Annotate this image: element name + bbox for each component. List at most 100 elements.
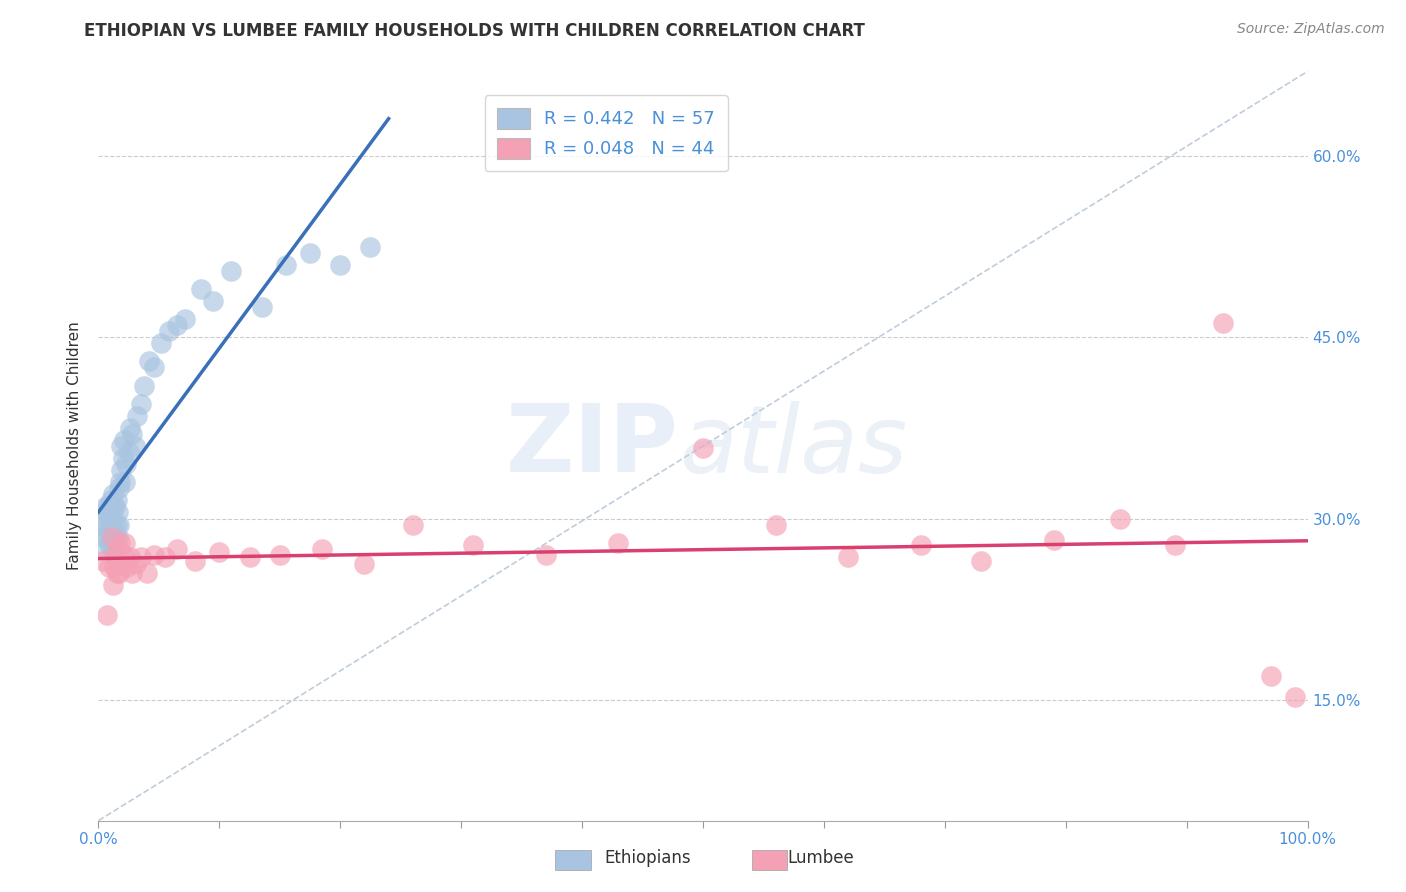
Point [157, 324, 180, 338]
Point [108, 535, 131, 549]
Point [208, 545, 231, 559]
Point [311, 541, 333, 556]
Point [107, 530, 129, 544]
Point [329, 258, 352, 272]
Point [1042, 533, 1064, 548]
Point [202, 293, 225, 308]
Text: Source: ZipAtlas.com: Source: ZipAtlas.com [1237, 22, 1385, 37]
Point [101, 506, 124, 520]
Text: ETHIOPIAN VS LUMBEE FAMILY HOUSEHOLDS WITH CHILDREN CORRELATION CHART: ETHIOPIAN VS LUMBEE FAMILY HOUSEHOLDS WI… [84, 22, 865, 40]
Point [94, 541, 117, 556]
Point [112, 433, 135, 447]
Point [129, 397, 152, 411]
Point [143, 548, 166, 562]
Point [166, 318, 188, 333]
Point [121, 566, 143, 580]
Point [96, 530, 118, 544]
Point [98, 511, 121, 525]
Point [190, 282, 212, 296]
Point [166, 541, 188, 556]
Point [101, 487, 124, 501]
Point [153, 550, 176, 565]
Point [134, 378, 156, 392]
Point [250, 300, 273, 314]
Point [274, 258, 297, 272]
Point [124, 439, 146, 453]
Point [91, 530, 114, 544]
Point [143, 360, 166, 375]
Point [174, 312, 197, 326]
Point [353, 558, 375, 572]
Point [269, 548, 291, 562]
Point [100, 511, 122, 525]
Point [101, 578, 124, 592]
Point [97, 500, 120, 514]
Point [100, 517, 122, 532]
Text: Lumbee: Lumbee [787, 849, 853, 867]
Point [127, 409, 149, 423]
Point [360, 239, 382, 253]
Point [105, 566, 128, 580]
Point [1212, 316, 1234, 330]
Point [100, 535, 122, 549]
Point [534, 548, 557, 562]
Point [125, 558, 148, 572]
Point [110, 439, 132, 453]
Point [129, 550, 152, 565]
Point [108, 475, 131, 490]
Point [184, 554, 207, 568]
Point [463, 538, 485, 552]
Point [970, 554, 993, 568]
Point [97, 524, 120, 538]
Point [91, 554, 114, 568]
Point [94, 500, 117, 514]
Point [121, 426, 143, 441]
Point [98, 535, 121, 549]
Y-axis label: Family Households with Children: Family Households with Children [67, 322, 83, 570]
Point [91, 511, 114, 525]
Legend: R = 0.442   N = 57, R = 0.048   N = 44: R = 0.442 N = 57, R = 0.048 N = 44 [485, 95, 728, 171]
Point [110, 463, 132, 477]
Text: Ethiopians: Ethiopians [605, 849, 692, 867]
Point [110, 554, 132, 568]
Point [103, 517, 125, 532]
Point [108, 566, 131, 580]
Point [221, 264, 243, 278]
Point [104, 530, 127, 544]
Point [100, 541, 122, 556]
Point [115, 457, 138, 471]
Point [108, 517, 131, 532]
Point [107, 541, 129, 556]
Point [299, 245, 322, 260]
Point [100, 530, 122, 544]
Point [111, 451, 134, 466]
Point [1163, 538, 1185, 552]
Point [108, 481, 131, 495]
Point [96, 608, 118, 623]
Point [118, 550, 141, 565]
Point [135, 566, 157, 580]
Point [103, 541, 125, 556]
Point [105, 493, 128, 508]
Point [837, 550, 859, 565]
Point [765, 517, 787, 532]
Point [117, 559, 139, 574]
Point [114, 535, 136, 549]
Point [150, 336, 173, 351]
Point [1284, 690, 1306, 705]
Point [103, 559, 125, 574]
Point [105, 517, 128, 532]
Point [910, 538, 932, 552]
Point [114, 475, 136, 490]
Point [100, 493, 122, 508]
Point [138, 354, 160, 368]
Point [607, 535, 630, 549]
Point [107, 506, 129, 520]
Point [692, 442, 714, 456]
Point [96, 506, 118, 520]
Point [1260, 668, 1282, 682]
Text: ZIP: ZIP [506, 400, 679, 492]
Point [104, 548, 127, 562]
Point [104, 500, 127, 514]
Point [93, 517, 115, 532]
